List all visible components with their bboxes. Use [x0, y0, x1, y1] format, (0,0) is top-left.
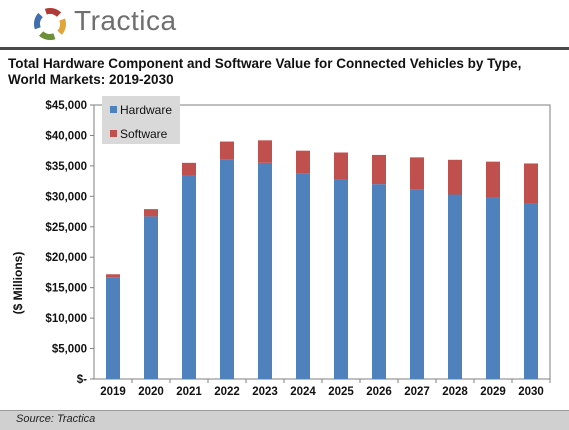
bar-software-2028: [448, 159, 462, 195]
source-note: Source: Tractica: [16, 413, 96, 425]
bar-hardware-2025: [334, 179, 348, 379]
x-tick-label: 2028: [442, 386, 468, 398]
bar-hardware-2023: [258, 162, 272, 379]
plot-area: [93, 104, 551, 380]
y-tick-label: $-: [77, 374, 87, 386]
y-tick-label: $45,000: [45, 100, 87, 112]
legend-swatch-hardware: [110, 106, 117, 113]
x-axis-ticks: 2019 2020 2021 2022 2023 2024 2025 2026 2027 2028…: [100, 379, 551, 398]
bar-software-2022: [220, 141, 234, 160]
y-tick-label: $40,000: [45, 130, 87, 142]
x-tick-label: 2030: [518, 386, 544, 398]
x-tick-label: 2019: [100, 386, 126, 398]
bar-software-2030: [524, 163, 538, 204]
bar-hardware-2022: [220, 159, 234, 379]
x-tick-label: 2024: [290, 386, 316, 398]
x-tick-label: 2027: [404, 386, 430, 398]
x-tick-label: 2026: [366, 386, 392, 398]
bar-software-2020: [144, 209, 158, 217]
legend: Hardware Software: [102, 96, 180, 144]
legend-swatch-software: [110, 130, 117, 137]
y-axis-label: ($ Millions): [11, 252, 25, 315]
bar-hardware-2028: [448, 194, 462, 379]
bar-hardware-2029: [486, 197, 500, 379]
bar-software-2026: [372, 154, 386, 185]
x-tick-label: 2021: [176, 386, 202, 398]
legend-label-hardware: Hardware: [120, 103, 172, 117]
bars: [106, 140, 538, 379]
bar-chart: ($ Millions) $- $5,000 $10,000 $15,000 $20,0…: [11, 96, 551, 398]
y-tick-label: $20,000: [45, 252, 87, 264]
x-tick-label: 2020: [138, 386, 164, 398]
bar-software-2023: [258, 140, 272, 163]
y-axis-ticks: $- $5,000 $10,000 $15,000 $20,000 $25,000 $30,…: [45, 100, 94, 386]
y-tick-label: $25,000: [45, 222, 87, 234]
bar-software-2029: [486, 161, 500, 198]
bar-hardware-2020: [144, 216, 158, 379]
bar-hardware-2021: [182, 175, 196, 379]
y-tick-label: $5,000: [52, 344, 87, 356]
brand-name: Tractica: [74, 5, 177, 36]
x-tick-label: 2029: [480, 386, 506, 398]
chart-title: Total Hardware Component and Software Va…: [8, 56, 522, 87]
bar-hardware-2027: [410, 189, 424, 379]
footer: Source: Tractica: [0, 410, 569, 430]
bar-hardware-2030: [524, 203, 538, 379]
bar-software-2027: [410, 157, 424, 190]
bar-software-2024: [296, 150, 310, 174]
bar-hardware-2024: [296, 173, 310, 379]
y-tick-label: $10,000: [45, 313, 87, 325]
bar-hardware-2019: [106, 277, 120, 379]
bar-software-2021: [182, 162, 196, 176]
bar-software-2019: [106, 274, 120, 278]
x-tick-label: 2023: [252, 386, 278, 398]
legend-label-software: Software: [120, 127, 168, 141]
header-divider: [0, 47, 569, 50]
tractica-logo-icon: [34, 8, 66, 40]
bar-hardware-2026: [372, 184, 386, 379]
y-tick-label: $35,000: [45, 161, 87, 173]
y-tick-label: $15,000: [45, 283, 87, 295]
x-tick-label: 2025: [328, 386, 354, 398]
y-tick-label: $30,000: [45, 191, 87, 203]
bar-software-2025: [334, 152, 348, 180]
x-tick-label: 2022: [214, 386, 240, 398]
header: Tractica: [0, 0, 569, 46]
